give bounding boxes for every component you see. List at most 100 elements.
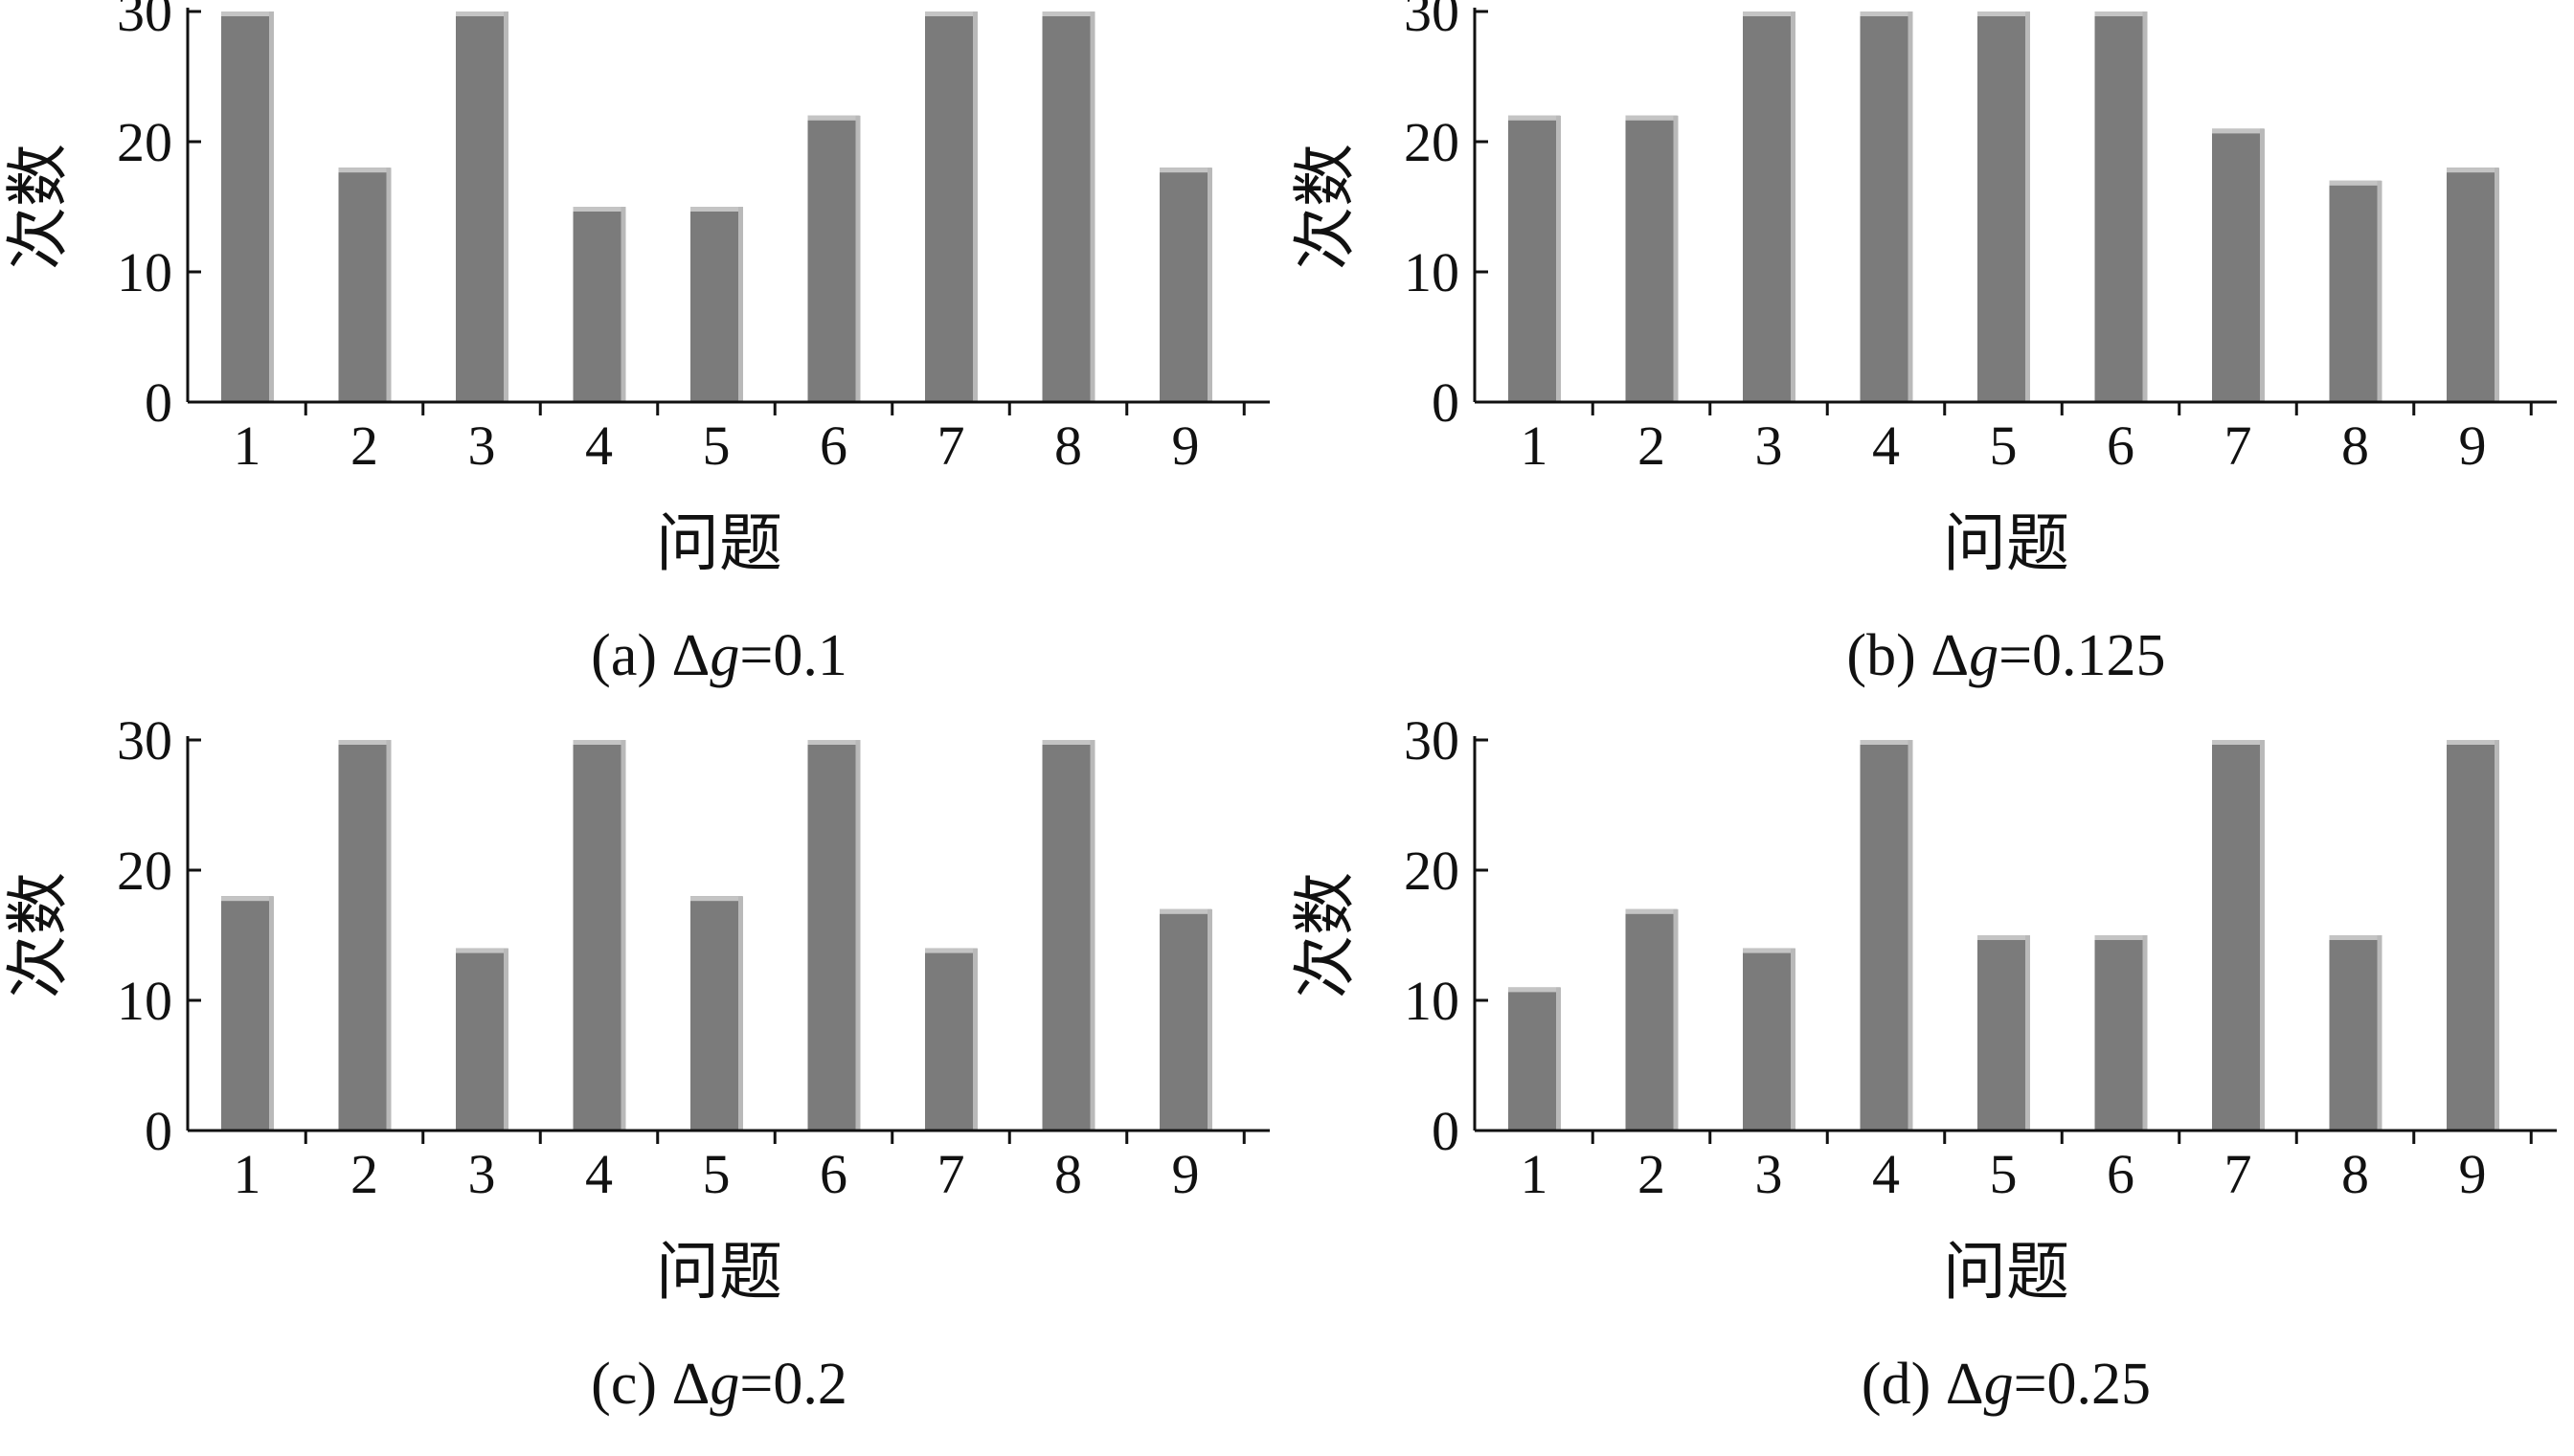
x-tick-label-b-7: 7: [2224, 414, 2252, 477]
panel-caption-c: (c) Δg=0.2: [591, 1352, 847, 1417]
bar-d-4: [1860, 740, 1913, 1131]
bar-c-5: [690, 896, 743, 1131]
x-tick-label-a-7: 7: [937, 414, 965, 477]
x-tick-label-b-3: 3: [1755, 414, 1783, 477]
y-tick-label-c-3: 30: [117, 709, 172, 772]
bar-c-3: [456, 948, 508, 1131]
x-axis-title-d: 问题: [1943, 1235, 2069, 1309]
bar-c-7: [925, 948, 978, 1131]
x-tick-label-a-3: 3: [468, 414, 496, 477]
y-tick-label-a-0: 0: [145, 371, 172, 434]
y-tick-label-d-2: 20: [1404, 840, 1459, 902]
x-tick-label-c-3: 3: [468, 1143, 496, 1205]
bar-b-2: [1625, 115, 1679, 403]
x-tick-label-b-8: 8: [2341, 414, 2369, 477]
bar-d-9: [2447, 740, 2499, 1131]
x-tick-label-a-2: 2: [350, 414, 378, 477]
bar-a-4: [573, 207, 626, 402]
x-tick-label-c-9: 9: [1172, 1143, 1200, 1205]
x-tick-label-a-5: 5: [703, 414, 731, 477]
y-axis-title-a: 次数: [1, 144, 75, 270]
y-axis-title-d: 次数: [1288, 872, 1362, 998]
bar-b-9: [2447, 168, 2499, 402]
chart-svg-b: 0 10 20 30 1 2 3 4 5 6 7 8 9 问题 次数 (b) Δg=0.125: [1288, 0, 2557, 688]
x-tick-label-c-6: 6: [820, 1143, 847, 1205]
x-tick-label-d-7: 7: [2224, 1143, 2252, 1205]
x-tick-label-a-1: 1: [234, 414, 261, 477]
bar-c-8: [1042, 740, 1095, 1131]
bar-d-5: [1977, 935, 2030, 1131]
x-tick-label-d-5: 5: [1990, 1143, 2018, 1205]
y-tick-label-a-2: 20: [117, 111, 172, 173]
bar-a-9: [1160, 168, 1212, 402]
bar-a-6: [807, 115, 861, 403]
x-tick-label-a-9: 9: [1172, 414, 1200, 477]
x-tick-label-c-1: 1: [234, 1143, 261, 1205]
x-tick-label-a-4: 4: [585, 414, 613, 477]
x-tick-label-a-8: 8: [1054, 414, 1082, 477]
x-tick-label-d-2: 2: [1637, 1143, 1665, 1205]
y-tick-label-c-0: 0: [145, 1100, 172, 1162]
bar-a-1: [221, 11, 274, 402]
chart-panel-a: 0 10 20 30 1 2 3 4 5 6 7 8 9 问题 次数 (a) Δg=0.1: [0, 0, 1287, 728]
y-axis-title-b: 次数: [1288, 144, 1362, 270]
bar-d-7: [2212, 740, 2265, 1131]
x-tick-label-c-7: 7: [937, 1143, 965, 1205]
x-axis-title-a: 问题: [656, 506, 782, 580]
bar-b-7: [2212, 128, 2265, 402]
x-tick-label-d-1: 1: [1521, 1143, 1548, 1205]
x-tick-label-c-2: 2: [350, 1143, 378, 1205]
x-tick-label-a-6: 6: [820, 414, 847, 477]
chart-panel-b: 0 10 20 30 1 2 3 4 5 6 7 8 9 问题 次数 (b) Δg=0.125: [1287, 0, 2574, 728]
chart-panel-c: 0 10 20 30 1 2 3 4 5 6 7 8 9 问题 次数 (c) Δg=0.2: [0, 709, 1287, 1456]
bar-c-9: [1160, 908, 1212, 1131]
panel-caption-d: (d) Δg=0.25: [1862, 1352, 2151, 1417]
y-tick-label-a-3: 30: [117, 0, 172, 43]
x-tick-label-d-3: 3: [1755, 1143, 1783, 1205]
chart-panel-d: 0 10 20 30 1 2 3 4 5 6 7 8 9 问题 次数 (d) Δg=0.25: [1287, 709, 2574, 1456]
x-tick-label-b-9: 9: [2459, 414, 2487, 477]
x-tick-label-b-5: 5: [1990, 414, 2018, 477]
bar-a-8: [1042, 11, 1095, 402]
x-tick-label-d-4: 4: [1872, 1143, 1900, 1205]
bar-c-4: [573, 740, 626, 1131]
x-tick-label-c-4: 4: [585, 1143, 613, 1205]
bar-a-3: [456, 11, 508, 402]
chart-svg-d: 0 10 20 30 1 2 3 4 5 6 7 8 9 问题 次数 (d) Δg=0.25: [1288, 709, 2557, 1417]
y-tick-label-d-3: 30: [1404, 709, 1459, 772]
bar-b-3: [1743, 11, 1795, 402]
x-tick-label-b-4: 4: [1872, 414, 1900, 477]
chart-svg-c: 0 10 20 30 1 2 3 4 5 6 7 8 9 问题 次数 (c) Δg=0.2: [1, 709, 1270, 1417]
y-tick-label-d-0: 0: [1432, 1100, 1459, 1162]
x-tick-label-b-6: 6: [2107, 414, 2134, 477]
bar-a-7: [925, 11, 978, 402]
bar-c-1: [221, 896, 274, 1131]
y-tick-label-b-1: 10: [1404, 241, 1459, 303]
bar-c-6: [807, 740, 861, 1131]
bar-b-4: [1860, 11, 1913, 402]
bar-b-1: [1508, 115, 1561, 403]
x-axis-title-b: 问题: [1943, 506, 2069, 580]
x-tick-label-d-6: 6: [2107, 1143, 2134, 1205]
chart-svg-a: 0 10 20 30 1 2 3 4 5 6 7 8 9 问题 次数 (a) Δg=0.1: [1, 0, 1270, 688]
bar-a-5: [690, 207, 743, 402]
y-tick-label-b-3: 30: [1404, 0, 1459, 43]
x-tick-label-b-2: 2: [1637, 414, 1665, 477]
bar-d-2: [1625, 908, 1679, 1131]
x-tick-label-d-8: 8: [2341, 1143, 2369, 1205]
bar-d-8: [2329, 935, 2382, 1131]
bar-d-6: [2094, 935, 2148, 1131]
panel-caption-b: (b) Δg=0.125: [1846, 623, 2165, 688]
x-tick-label-b-1: 1: [1521, 414, 1548, 477]
bar-d-1: [1508, 987, 1561, 1131]
y-tick-label-c-2: 20: [117, 840, 172, 902]
y-tick-label-a-1: 10: [117, 241, 172, 303]
y-tick-label-d-1: 10: [1404, 970, 1459, 1032]
y-axis-title-c: 次数: [1, 872, 75, 998]
bar-b-8: [2329, 180, 2382, 402]
bar-d-3: [1743, 948, 1795, 1131]
y-tick-label-b-2: 20: [1404, 111, 1459, 173]
x-tick-label-c-5: 5: [703, 1143, 731, 1205]
panel-caption-a: (a) Δg=0.1: [591, 623, 847, 688]
bar-c-2: [338, 740, 392, 1131]
